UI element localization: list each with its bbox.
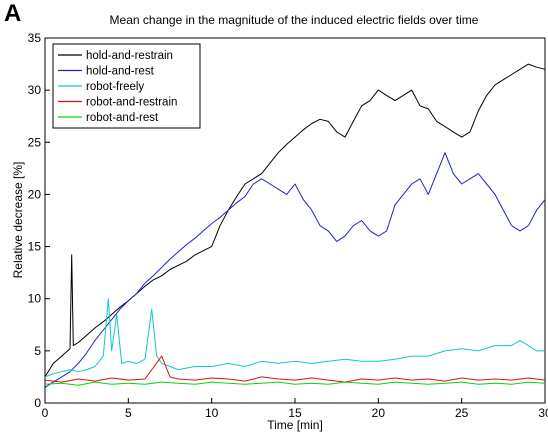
series-group: [44, 63, 546, 388]
legend-label: robot-freely: [86, 81, 144, 93]
y-tick-label: 0: [34, 396, 41, 410]
legend-label: robot-and-restrain: [86, 97, 177, 109]
series-line-hold-and-rest: [44, 152, 546, 388]
x-tick-label: 10: [205, 406, 219, 420]
series-line-robot-freely: [44, 298, 545, 378]
x-tick-label: 30: [538, 406, 548, 420]
y-axis-title: Relative decrease [%]: [11, 162, 25, 279]
y-tick-label: 25: [28, 135, 42, 149]
x-tick-label: 0: [42, 406, 49, 420]
series-line-robot-and-rest: [44, 381, 546, 386]
y-tick-label: 35: [28, 31, 42, 45]
chart-title: Mean change in the magnitude of the indu…: [110, 13, 479, 27]
series-line-hold-and-restrain: [44, 63, 546, 378]
legend-label: hold-and-restrain: [86, 50, 173, 62]
x-tick-label: 15: [288, 406, 302, 420]
y-tick-label: 10: [28, 292, 42, 306]
x-tick-label: 5: [125, 406, 132, 420]
legend-items: hold-and-restrain hold-and-rest robot-free…: [58, 50, 177, 124]
y-tick-label: 30: [28, 83, 42, 97]
legend: hold-and-restrain hold-and-rest robot-free…: [52, 43, 201, 129]
y-axis-ticks: 0 5 10 15 20 25 30 35: [28, 31, 50, 410]
legend-label: hold-and-rest: [86, 66, 155, 78]
x-axis-ticks: 0 5 10 15 20 25 30: [42, 398, 548, 420]
x-tick-label: 25: [455, 406, 469, 420]
series-line-robot-and-restrain: [44, 355, 546, 383]
x-tick-label: 20: [372, 406, 386, 420]
panel-label: A: [4, 0, 22, 27]
y-tick-label: 20: [28, 187, 42, 201]
legend-label: robot-and-rest: [86, 112, 159, 124]
y-tick-label: 15: [28, 240, 42, 254]
x-axis-title: Time [min]: [267, 418, 323, 432]
y-tick-label: 5: [34, 344, 41, 358]
